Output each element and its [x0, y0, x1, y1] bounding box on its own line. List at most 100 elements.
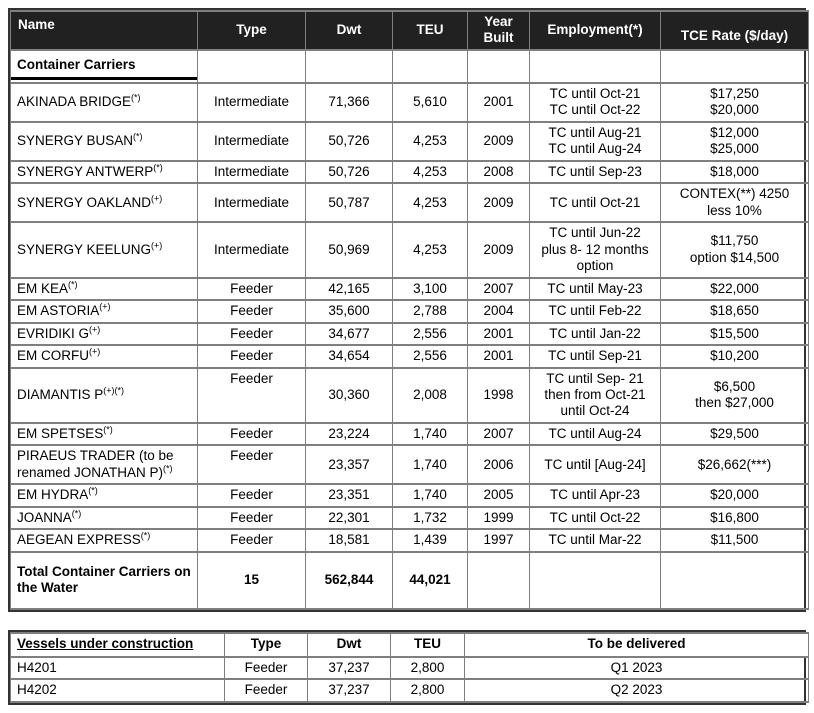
- vessel-employment: TC until Sep- 21 then from Oct-21 until …: [529, 366, 661, 424]
- section-header-cell: Container Carriers: [10, 48, 198, 84]
- vessel-name-cell: EM CORFU(+): [10, 344, 198, 369]
- vessel-type: Intermediate: [197, 182, 306, 224]
- vessel-name: EM KEA: [17, 280, 69, 296]
- vessel-row: EVRIDIKI G(+) Feeder 34,677 2,556 2001 TC unt…: [10, 321, 809, 347]
- vessel-row: DIAMANTIS P(+)(*) Feeder 30,360 2,008 1998 TC…: [10, 366, 809, 424]
- vessel-teu: 4,253: [392, 120, 468, 162]
- vessel-name: SYNERGY BUSAN: [17, 133, 134, 149]
- vessel-name-cell: AKINADA BRIDGE(*): [10, 81, 198, 123]
- footnote-marker: (*): [140, 530, 151, 541]
- vessel-name: EM CORFU: [17, 348, 89, 364]
- vessel-tce-rate: $15,500: [660, 321, 809, 347]
- vessel-dwt: 30,360: [305, 366, 393, 424]
- vessel-year-built: 1997: [467, 528, 530, 553]
- vessel-tce-rate: CONTEX(**) 4250 less 10%: [660, 182, 809, 224]
- footnote-marker: (*): [153, 162, 163, 173]
- vessel-dwt: 22,301: [305, 505, 393, 531]
- vessel-teu: 2,008: [392, 366, 468, 424]
- vessel-employment: TC until Sep-23: [529, 159, 661, 185]
- total-dwt: 562,844: [305, 550, 393, 610]
- vessel-row: EM CORFU(+) Feeder 34,654 2,556 2001 TC until…: [10, 344, 809, 369]
- vessel-row: SYNERGY KEELUNG(+) Intermediate 50,969 4,25…: [10, 221, 809, 279]
- vessel-name: EVRIDIKI G: [17, 325, 90, 341]
- vessel-teu: 4,253: [392, 221, 468, 279]
- footnote-marker: (+): [89, 346, 101, 357]
- footnote-marker: (+): [151, 240, 163, 251]
- footnote-marker: (*): [71, 508, 82, 519]
- fleet-table-wrapper: Name Type Dwt TEU Year Built Employment(…: [8, 8, 809, 612]
- vessel-dwt: 50,726: [305, 159, 393, 185]
- footnote-marker: (*): [68, 279, 78, 290]
- vessel-row: EM ASTORIA(+) Feeder 35,600 2,788 2004 TC unt…: [10, 299, 809, 324]
- vessel-name-cell: EM SPETSES(*): [10, 421, 198, 447]
- vessel-employment: TC until Aug-21 TC until Aug-24: [529, 120, 661, 162]
- section-label: Container Carriers: [17, 57, 136, 73]
- vessel-tce-rate: $11,500: [660, 528, 809, 553]
- vessel-teu: 3,100: [392, 276, 468, 302]
- newbuild-header-row: Vessels under construction Type Dwt TEU …: [10, 631, 809, 658]
- footnote-marker: (*): [103, 424, 113, 435]
- col-header-teu-newbuild: TEU: [390, 631, 465, 658]
- vessel-row: EM KEA(*) Feeder 42,165 3,100 2007 TC until M…: [10, 276, 809, 302]
- vessel-name-cell: AEGEAN EXPRESS(*): [10, 528, 198, 553]
- vessel-type: Feeder: [197, 483, 306, 508]
- vessel-year-built: 2007: [467, 421, 530, 447]
- vessel-employment: TC until May-23: [529, 276, 661, 302]
- vessels-under-construction-label: Vessels under construction: [17, 636, 194, 652]
- col-header-name: Name: [10, 10, 198, 51]
- vessel-tce-rate: $22,000: [660, 276, 809, 302]
- vessel-type: Feeder: [197, 421, 306, 447]
- footnote-marker: (*): [131, 92, 141, 103]
- vessel-tce-rate: $16,800: [660, 505, 809, 531]
- vessel-year-built: 2006: [467, 444, 530, 486]
- vessel-name: SYNERGY OAKLAND: [17, 194, 152, 210]
- vessel-employment: TC until Oct-21: [529, 182, 661, 224]
- vessel-teu: 2,556: [392, 344, 468, 369]
- vessel-tce-rate: $29,500: [660, 421, 809, 447]
- vessel-dwt: 18,581: [305, 528, 393, 553]
- vessel-dwt: 34,677: [305, 321, 393, 347]
- col-header-dwt-newbuild: Dwt: [307, 631, 391, 658]
- vessel-row: EM SPETSES(*) Feeder 23,224 1,740 2007 TC unt…: [10, 421, 809, 447]
- vessel-type: Feeder: [197, 366, 306, 424]
- vessel-tce-rate: $10,200: [660, 344, 809, 369]
- footnote-marker: (+): [151, 193, 163, 204]
- total-vessel-count: 15: [197, 550, 306, 610]
- vessel-name: DIAMANTIS P: [17, 386, 104, 402]
- empty-cell: [392, 48, 468, 84]
- footnote-marker: (*): [88, 485, 98, 496]
- vessel-year-built: 2009: [467, 182, 530, 224]
- vessel-name: AEGEAN EXPRESS: [17, 532, 141, 548]
- vessel-employment: TC until Apr-23: [529, 483, 661, 508]
- vessel-teu: 4,253: [392, 182, 468, 224]
- vessel-teu: 1,740: [392, 483, 468, 508]
- vessel-name: SYNERGY ANTWERP: [17, 163, 154, 179]
- vessel-name-cell: EM KEA(*): [10, 276, 198, 302]
- vessel-type: Intermediate: [197, 120, 306, 162]
- empty-cell: [660, 550, 809, 610]
- vessel-name: EM HYDRA: [17, 487, 89, 503]
- vessel-year-built: 2001: [467, 321, 530, 347]
- total-teu: 44,021: [392, 550, 468, 610]
- empty-cell: [660, 48, 809, 84]
- vessel-name-cell: JOANNA(*): [10, 505, 198, 531]
- vessel-employment: TC until Oct-22: [529, 505, 661, 531]
- col-header-year-built: Year Built: [467, 10, 530, 51]
- vessel-row: SYNERGY BUSAN(*) Intermediate 50,726 4,253 2…: [10, 120, 809, 162]
- vessel-employment: TC until Jan-22: [529, 321, 661, 347]
- vessel-dwt: 23,224: [305, 421, 393, 447]
- vessel-name-cell: SYNERGY BUSAN(*): [10, 120, 198, 162]
- vessel-type: Feeder: [197, 321, 306, 347]
- vessel-dwt: 23,351: [305, 483, 393, 508]
- vessel-year-built: 2008: [467, 159, 530, 185]
- vessel-employment: TC until Aug-24: [529, 421, 661, 447]
- footnote-marker: (*): [133, 131, 143, 142]
- vessel-employment: TC until Oct-21 TC until Oct-22: [529, 81, 661, 123]
- vessel-name: EM SPETSES: [17, 425, 104, 441]
- vessel-employment: TC until Mar-22: [529, 528, 661, 553]
- vessel-tce-rate: $18,650: [660, 299, 809, 324]
- vessel-type: Feeder: [197, 444, 306, 486]
- vessel-dwt: 35,600: [305, 299, 393, 324]
- total-label: Total Container Carriers on the Water: [10, 550, 198, 610]
- newbuild-delivery: Q2 2023: [464, 678, 809, 703]
